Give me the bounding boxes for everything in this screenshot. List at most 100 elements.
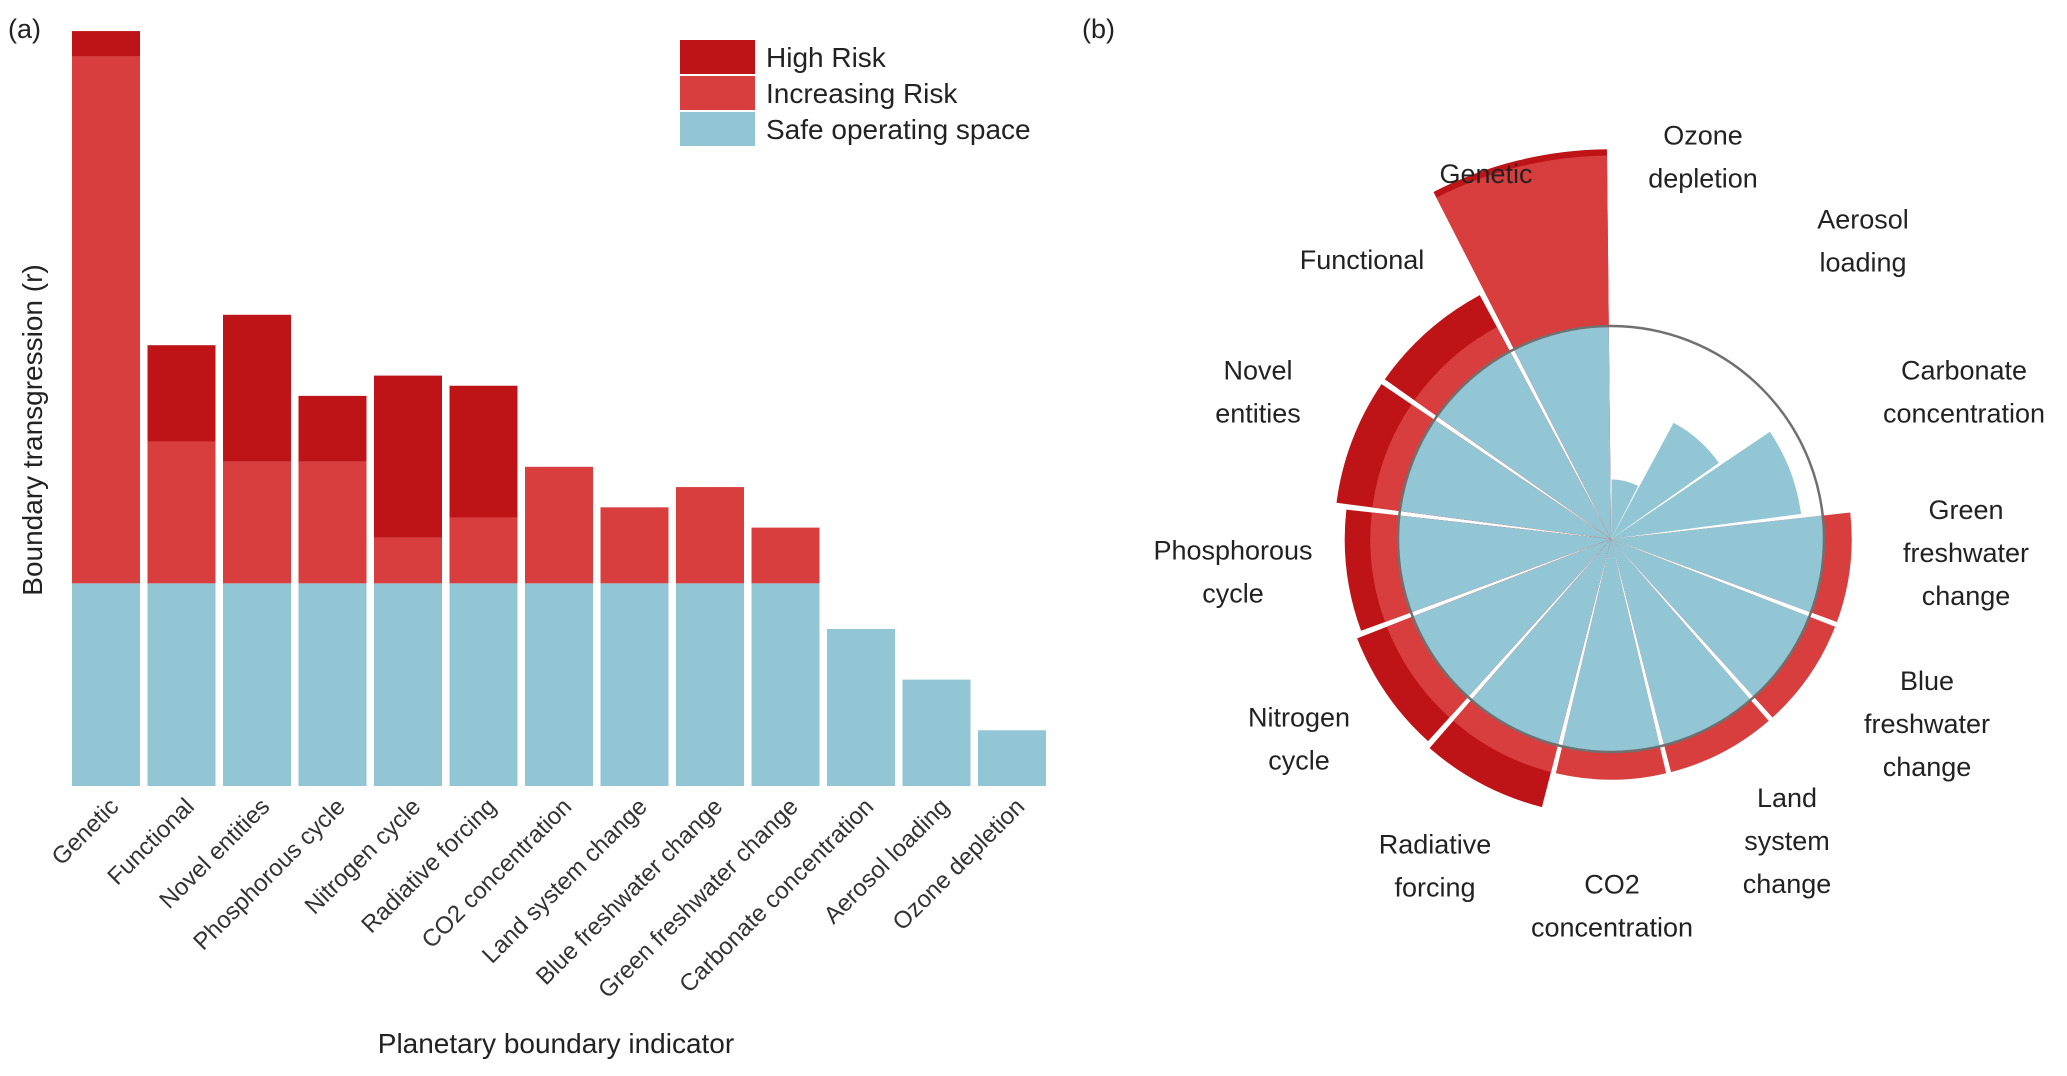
bar-safe-8 <box>676 583 744 786</box>
polar-label-line: forcing <box>1394 873 1475 903</box>
bar-safe-7 <box>600 583 669 786</box>
polar-label-line: concentration <box>1883 399 2045 429</box>
bar-high-2 <box>223 314 291 462</box>
x-tick-label: Ozone depletion <box>888 793 1031 936</box>
legend-label-safe: Safe operating space <box>766 114 1031 145</box>
polar-label-line: Phosphorous <box>1153 536 1312 566</box>
legend-swatch-increasing <box>680 76 755 110</box>
bar-high-5 <box>449 385 518 518</box>
polar-label-line: entities <box>1215 399 1301 429</box>
polar-marks <box>1336 149 1852 808</box>
polar-label-line: Carbonate <box>1901 356 2027 386</box>
polar-label-line: loading <box>1819 248 1906 278</box>
bar-safe-1 <box>147 583 216 786</box>
legend: High Risk Increasing Risk Safe operating s… <box>680 40 1031 146</box>
bar-safe-10 <box>827 628 895 786</box>
polar-safe-2 <box>1611 422 1719 539</box>
polar-label-line: Novel <box>1223 356 1292 386</box>
polar-label-line: depletion <box>1648 164 1758 194</box>
bar-increasing-2 <box>223 461 291 584</box>
polar-safe-3 <box>1611 431 1802 539</box>
polar-label-line: freshwater <box>1903 538 2029 568</box>
x-tick-label: Radiative forcing <box>356 793 501 938</box>
polar-safe-10 <box>1398 515 1611 613</box>
polar-label-line: Nitrogen <box>1248 703 1350 733</box>
polar-chart: Genetic Ozone depletion Aerosol loading Carbo… <box>1153 121 2045 943</box>
polar-label-line: concentration <box>1531 913 1693 943</box>
y-axis-title: Boundary transgression (r) <box>17 264 48 595</box>
bar-safe-3 <box>298 583 367 786</box>
bar-safe-9 <box>751 583 820 786</box>
polar-label: Genetic <box>1439 159 1532 189</box>
polar-label: Carbonate concentration <box>1883 356 2045 429</box>
bar-increasing-0 <box>72 56 140 584</box>
bar-safe-11 <box>902 679 971 786</box>
polar-label-line: freshwater <box>1864 709 1990 739</box>
legend-label-increasing: Increasing Risk <box>766 78 958 109</box>
bar-high-0 <box>72 31 140 57</box>
polar-label: Aerosol loading <box>1817 205 1909 278</box>
polar-label: Functional <box>1300 245 1425 275</box>
bar-safe-5 <box>449 583 518 786</box>
x-axis-title: Planetary boundary indicator <box>378 1028 734 1059</box>
bar-increasing-9 <box>751 527 820 584</box>
polar-label: Radiative forcing <box>1379 830 1492 903</box>
polar-safe-4 <box>1611 515 1825 613</box>
polar-safe-12 <box>1436 351 1611 539</box>
bar-safe-12 <box>978 730 1046 786</box>
bar-marks <box>72 31 1046 786</box>
bar-high-1 <box>147 345 216 442</box>
polar-label-line: Blue <box>1900 666 1954 696</box>
polar-label: Novel entities <box>1215 356 1301 429</box>
legend-label-high: High Risk <box>766 42 887 73</box>
polar-label-line: change <box>1922 581 2011 611</box>
polar-label: Nitrogen cycle <box>1248 703 1350 776</box>
legend-swatch-high <box>680 40 755 74</box>
polar-label-line: change <box>1743 869 1832 899</box>
polar-safe-7 <box>1562 539 1660 752</box>
polar-label-line: Green <box>1928 495 2003 525</box>
panel-b-label: (b) <box>1082 14 1115 44</box>
polar-label-line: change <box>1883 752 1972 782</box>
bar-safe-2 <box>223 583 291 786</box>
bar-increasing-1 <box>147 441 216 584</box>
polar-label-line: Radiative <box>1379 830 1492 860</box>
bar-increasing-8 <box>676 487 744 584</box>
polar-label: Blue freshwater change <box>1864 666 1990 782</box>
polar-label-line: Ozone <box>1663 121 1743 151</box>
polar-label-line: Land <box>1757 783 1817 813</box>
polar-label: CO2 concentration <box>1531 870 1693 943</box>
panel-a-label: (a) <box>8 14 41 44</box>
polar-label-line: CO2 <box>1584 870 1640 900</box>
bar-increasing-6 <box>525 466 593 584</box>
boundary-circle <box>1396 324 1826 754</box>
polar-label-line: Aerosol <box>1817 205 1909 235</box>
bar-high-3 <box>298 395 367 462</box>
bar-increasing-5 <box>449 517 518 584</box>
x-tick-label: Genetic <box>47 793 125 871</box>
legend-swatch-safe <box>680 112 755 146</box>
polar-safe-5 <box>1611 539 1810 697</box>
bar-increasing-4 <box>374 537 442 584</box>
polar-safe-0 <box>1513 326 1611 539</box>
polar-label: Land system change <box>1743 783 1832 899</box>
bar-increasing-7 <box>600 507 669 584</box>
polar-label-line: Genetic <box>1439 159 1532 189</box>
bar-safe-6 <box>525 583 593 786</box>
polar-label: Green freshwater change <box>1903 495 2029 611</box>
bar-safe-4 <box>374 583 442 786</box>
polar-label: Phosphorous cycle <box>1153 536 1312 609</box>
bar-high-4 <box>374 375 442 538</box>
polar-label-line: cycle <box>1268 746 1330 776</box>
bar-increasing-3 <box>298 461 367 584</box>
polar-label-line: system <box>1744 826 1830 856</box>
bar-safe-0 <box>72 583 140 786</box>
polar-safe-9 <box>1412 539 1611 697</box>
polar-label-line: Functional <box>1300 245 1425 275</box>
polar-label: Ozone depletion <box>1648 121 1758 194</box>
polar-label-line: cycle <box>1202 579 1264 609</box>
polar-safe-8 <box>1471 539 1611 746</box>
